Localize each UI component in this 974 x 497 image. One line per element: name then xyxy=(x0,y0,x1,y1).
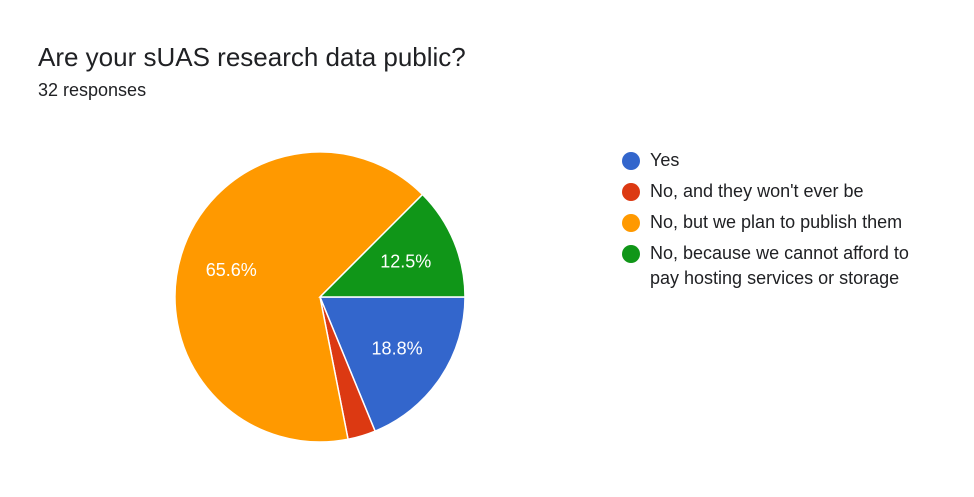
legend-item-yes[interactable]: Yes xyxy=(622,148,942,173)
pie-slice-no-plan[interactable] xyxy=(174,151,424,443)
legend-swatch-no-never xyxy=(622,183,640,201)
pie-label-no-afford: 12.5% xyxy=(380,251,431,271)
pie-slice-yes[interactable] xyxy=(318,296,466,433)
legend-label-yes: Yes xyxy=(650,150,680,170)
legend-label-no-plan: No, but we plan to publish them xyxy=(650,212,903,232)
legend-swatch-yes xyxy=(622,152,640,170)
legend-swatch-no-plan xyxy=(622,214,640,232)
chart-title: Are your sUAS research data public? xyxy=(38,42,466,72)
pie-slice-no-afford[interactable] xyxy=(318,193,466,298)
chart-legend: Yes No, and they won't ever be No, but w… xyxy=(622,148,942,297)
pie-label-yes: 18.8% xyxy=(372,339,423,359)
legend-swatch-no-afford xyxy=(622,245,640,263)
legend-item-no-plan[interactable]: No, but we plan to publish them xyxy=(622,210,942,235)
legend-item-no-never[interactable]: No, and they won't ever be xyxy=(622,179,942,204)
pie-label-no-plan: 65.6% xyxy=(206,260,257,280)
legend-label-no-afford: No, because we cannot afford to pay host… xyxy=(650,243,909,288)
legend-item-no-afford[interactable]: No, because we cannot afford to pay host… xyxy=(622,241,942,291)
legend-label-no-never: No, and they won't ever be xyxy=(650,181,864,201)
response-count: 32 responses xyxy=(38,80,147,100)
